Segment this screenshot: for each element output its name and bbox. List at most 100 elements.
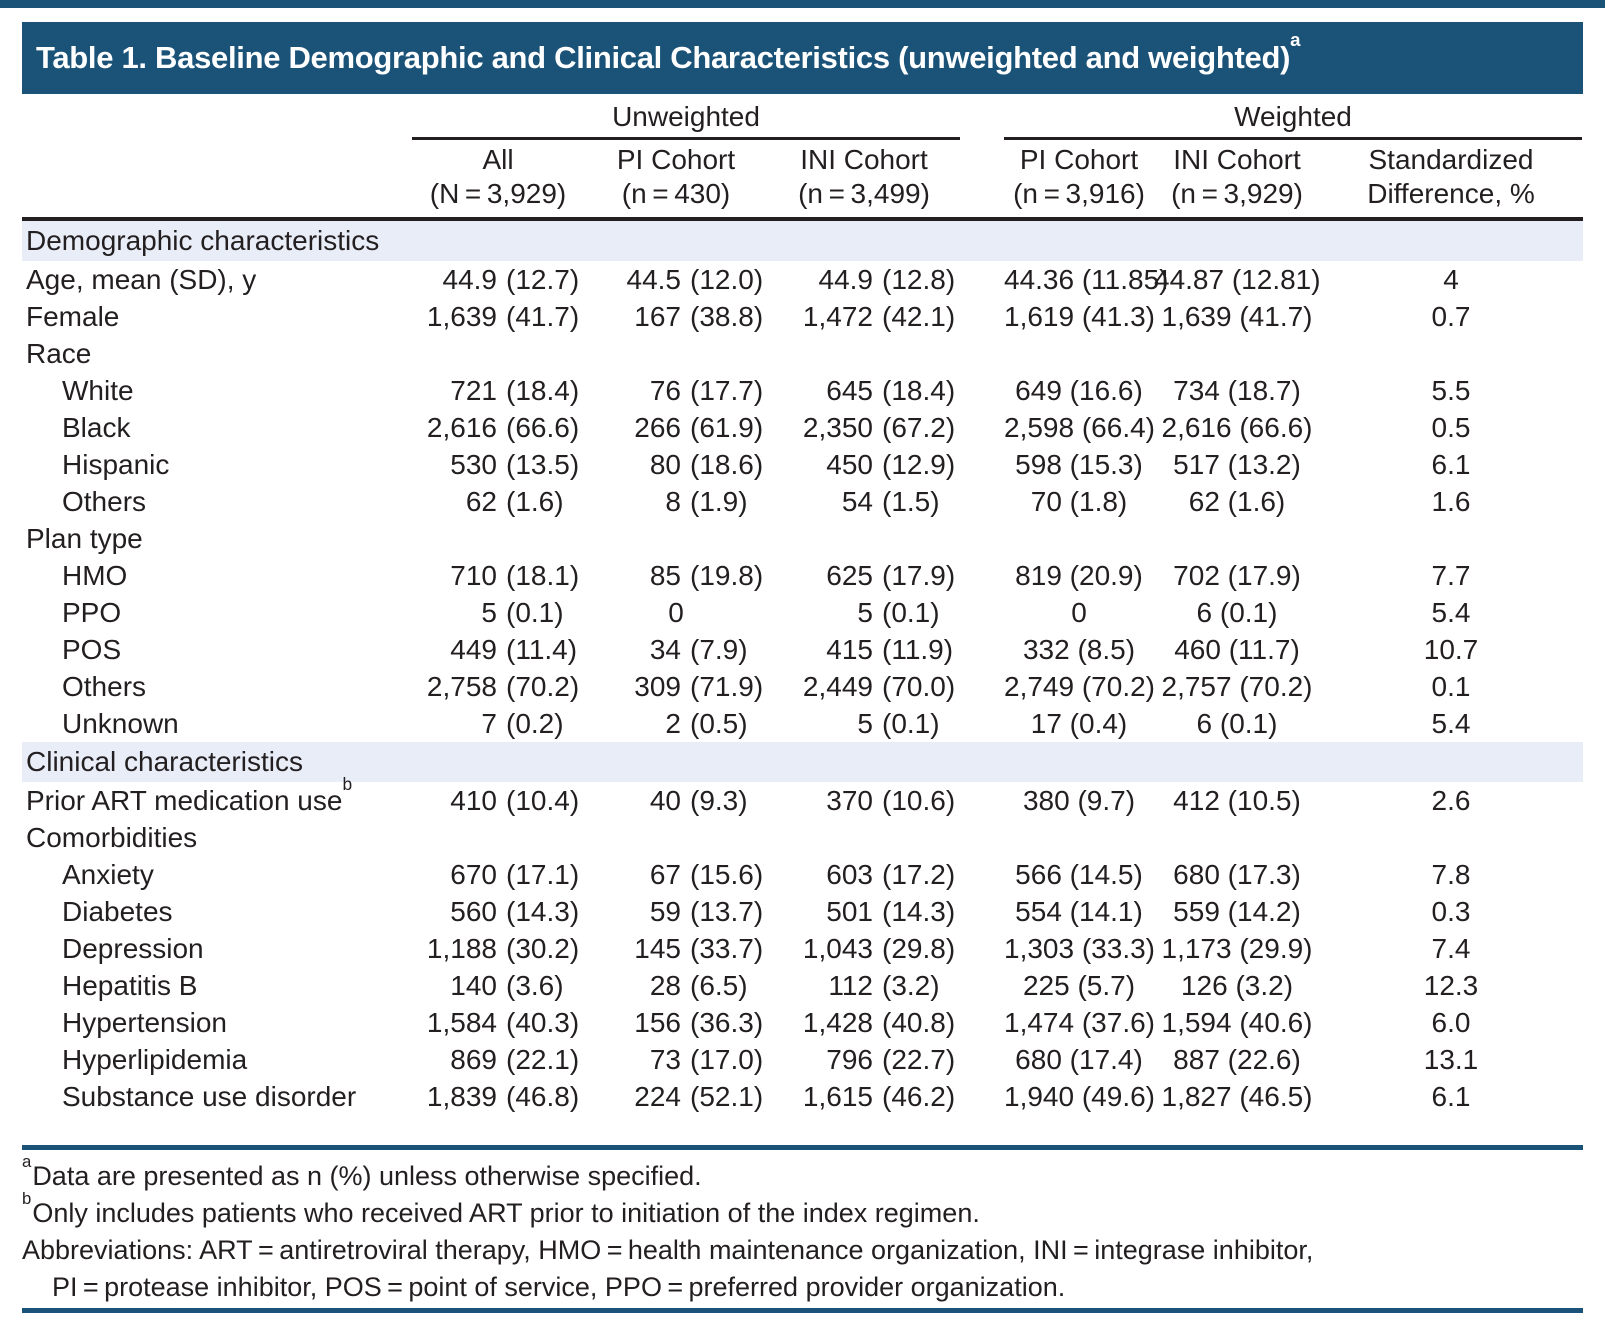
cell: 2,616 (66.6) (1154, 412, 1320, 444)
cell: 224 (52.1) (584, 1081, 768, 1113)
row-label: POS (22, 634, 412, 666)
cell: 460 (11.7) (1154, 634, 1320, 666)
row-label: Depression (22, 933, 412, 965)
cell: 62 (1.6) (412, 486, 584, 518)
cell: 501 (14.3) (768, 896, 960, 928)
row-label-text: Hispanic (62, 448, 170, 480)
cell-value: 1,594 (40.6) (1161, 1006, 1313, 1038)
cell-value: 44.87 (12.81) (1154, 263, 1321, 295)
cell-percent: (52.1) (690, 1080, 764, 1112)
cell-value: 6.1 (1431, 448, 1471, 480)
cell-percent: (17.2) (882, 858, 956, 890)
cell: 1,474 (37.6) (1004, 1007, 1155, 1039)
cell-percent: (0.1) (882, 707, 940, 739)
cell-percent: (36.3) (690, 1006, 764, 1038)
table-title-bar: Table 1. Baseline Demographic and Clinic… (22, 22, 1583, 94)
col-header-line2: (n = 3,929) (1171, 178, 1303, 209)
footnote: bOnly includes patients who received ART… (22, 1190, 1583, 1232)
cell: 44.9 (12.8) (768, 264, 960, 296)
cell: 8 (1.9) (584, 486, 768, 518)
cell-value: 17 (0.4) (1030, 707, 1128, 739)
cell-value: 680 (17.3) (1173, 858, 1301, 890)
cell-count: 1,839 (426, 1080, 497, 1112)
cell-count: 2 (665, 707, 681, 739)
row-label-text: Demographic characteristics (26, 225, 380, 256)
cell: 680 (17.3) (1154, 859, 1320, 891)
cell: 2.6 (1320, 785, 1582, 817)
cell: 167 (38.8) (584, 301, 768, 333)
cell-value: 5.4 (1431, 707, 1471, 739)
cell: 0.1 (1320, 671, 1582, 703)
col-header-line2: (n = 3,916) (1013, 178, 1145, 209)
cell-count: 44.9 (442, 263, 498, 295)
table-row: Hyperlipidemia 869 (22.1) 73 (17.0) 796 (22.7)… (22, 1041, 1583, 1078)
cell-percent: (6.5) (690, 969, 748, 1001)
cell-percent: (12.9) (882, 448, 956, 480)
col-header-line1: INI Cohort (1173, 144, 1301, 175)
footnote-text: Only includes patients who received ART … (32, 1198, 980, 1228)
cell-percent: (1.9) (690, 485, 748, 517)
title-superscript: a (1290, 29, 1301, 51)
cell-percent: (15.6) (690, 858, 764, 890)
row-label: Others (22, 486, 412, 518)
cell-count: 62 (465, 485, 497, 517)
cell-percent: (66.6) (506, 411, 580, 443)
row-label-text: White (62, 374, 134, 406)
footnote: Abbreviations: ART = antiretroviral ther… (22, 1232, 1583, 1269)
cell: 5 (0.1) (412, 597, 584, 629)
cell: 145 (33.7) (584, 933, 768, 965)
cell-value: 380 (9.7) (1022, 784, 1136, 816)
col-header-line2: Difference, % (1367, 178, 1535, 209)
cell-value: 62 (1.6) (1188, 485, 1286, 517)
cell: 702 (17.9) (1154, 560, 1320, 592)
table-content: Unweighted Weighted All (N = 3,929) PI Coh… (22, 94, 1583, 1313)
cell: 410 (10.4) (412, 785, 584, 817)
row-label-text: Hypertension (62, 1006, 227, 1038)
table-row: Race (22, 335, 1583, 372)
cell-value: 887 (22.6) (1173, 1043, 1301, 1075)
footnote: aData are presented as n (%) unless othe… (22, 1153, 1583, 1195)
row-label-text: Black (62, 411, 131, 443)
cell: 7 (0.2) (412, 708, 584, 740)
cell-percent: (46.2) (882, 1080, 956, 1112)
row-label-text: Comorbidities (26, 821, 198, 853)
row-label: Hepatitis B (22, 970, 412, 1002)
cell: 44.87 (12.81) (1154, 263, 1321, 296)
table-row: PPO 5 (0.1) 0 5 (0.1) 0 6 (0.1) 5.4 (22, 594, 1583, 631)
cell-percent: (0.5) (690, 707, 748, 739)
cell-count: 450 (826, 448, 873, 480)
cell: 0.7 (1320, 301, 1582, 333)
row-label: Hispanic (22, 449, 412, 481)
cell-count: 5 (481, 596, 497, 628)
table-row: Age, mean (SD), y 44.9 (12.7) 44.5 (12.0) 44.… (22, 261, 1583, 298)
row-label: Unknown (22, 708, 412, 740)
cell-count: 670 (450, 858, 497, 890)
cell-value: 819 (20.9) (1015, 559, 1143, 591)
cell-value: 566 (14.5) (1015, 858, 1143, 890)
cell: 0 (584, 597, 768, 629)
cell: 554 (14.1) (1004, 896, 1154, 928)
cell-value: 12.3 (1423, 969, 1479, 1001)
cell-count: 1,428 (802, 1006, 873, 1038)
cell: 1,639 (41.7) (1154, 301, 1320, 333)
row-label: Plan type (22, 523, 412, 555)
cell: 380 (9.7) (1004, 785, 1154, 817)
cell-percent: (18.4) (506, 374, 580, 406)
cell-count: 1,639 (426, 300, 497, 332)
cell-value: 2.6 (1431, 784, 1471, 816)
cell-count: 34 (649, 633, 681, 665)
cell: 869 (22.1) (412, 1044, 584, 1076)
cell-count: 1,043 (802, 932, 873, 964)
cell-value: 0.7 (1431, 300, 1471, 332)
cell-value: 598 (15.3) (1015, 448, 1143, 480)
cell-count: 1,584 (426, 1006, 497, 1038)
column-group-row: Unweighted Weighted (412, 94, 1583, 140)
cell-count: 28 (649, 969, 681, 1001)
row-label-text: Unknown (62, 707, 179, 739)
cell-value: 70 (1.8) (1030, 485, 1128, 517)
cell-count: 2,449 (802, 670, 873, 702)
cell: 6.0 (1320, 1007, 1582, 1039)
cell: 2,598 (66.4) (1004, 412, 1155, 444)
cell: 566 (14.5) (1004, 859, 1154, 891)
table-row: Diabetes 560 (14.3) 59 (13.7) 501 (14.3) 554 (1… (22, 893, 1583, 930)
